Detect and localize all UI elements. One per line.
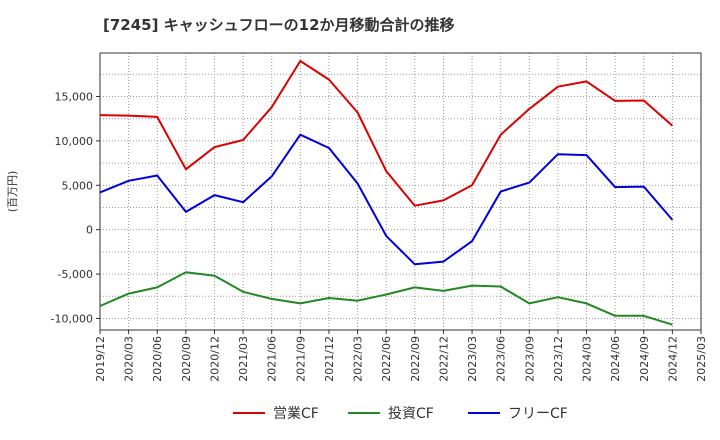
x-tick-label: 2019/12 — [94, 336, 107, 382]
y-tick-label: 10,000 — [55, 135, 94, 148]
x-tick-label: 2025/03 — [695, 336, 708, 382]
x-tick-label: 2024/09 — [638, 336, 651, 382]
x-tick-label: 2024/06 — [609, 336, 622, 382]
x-tick-label: 2020/09 — [180, 336, 193, 382]
y-axis-label: (百万円) — [6, 171, 19, 213]
y-tick-label: -10,000 — [51, 312, 93, 325]
x-tick-label: 2022/03 — [352, 336, 365, 382]
x-tick-label: 2021/09 — [294, 336, 307, 382]
x-tick-label: 2024/12 — [666, 336, 679, 382]
series-line — [99, 271, 673, 326]
x-tick-label: 2022/12 — [437, 336, 450, 382]
x-tick-label: 2020/03 — [123, 336, 136, 382]
x-tick-label: 2023/12 — [552, 336, 565, 382]
x-tick-label: 2021/12 — [323, 336, 336, 382]
x-tick-label: 2020/12 — [208, 336, 221, 382]
x-tick-label: 2023/03 — [466, 336, 479, 382]
x-tick-label: 2020/06 — [151, 336, 164, 382]
x-tick-label: 2021/03 — [237, 336, 250, 382]
legend-label: 営業CF — [273, 406, 319, 422]
y-tick-label: -5,000 — [58, 268, 93, 281]
x-tick-label: 2021/06 — [266, 336, 279, 382]
x-tick-label: 2023/09 — [523, 336, 536, 382]
x-tick-label: 2023/06 — [495, 336, 508, 382]
x-tick-label: 2022/09 — [409, 336, 422, 382]
plot-area — [100, 53, 701, 330]
series-line — [99, 60, 674, 207]
chart-title: [7245] キャッシュフローの12か月移動合計の推移 — [103, 16, 455, 34]
series-line — [99, 133, 674, 266]
x-tick-label: 2024/03 — [581, 336, 594, 382]
legend-label: フリーCF — [508, 406, 568, 422]
y-tick-label: 15,000 — [55, 91, 94, 104]
legend-label: 投資CF — [388, 406, 434, 422]
y-tick-label: 5,000 — [62, 179, 94, 192]
y-tick-label: 0 — [86, 224, 93, 237]
x-tick-label: 2022/06 — [380, 336, 393, 382]
